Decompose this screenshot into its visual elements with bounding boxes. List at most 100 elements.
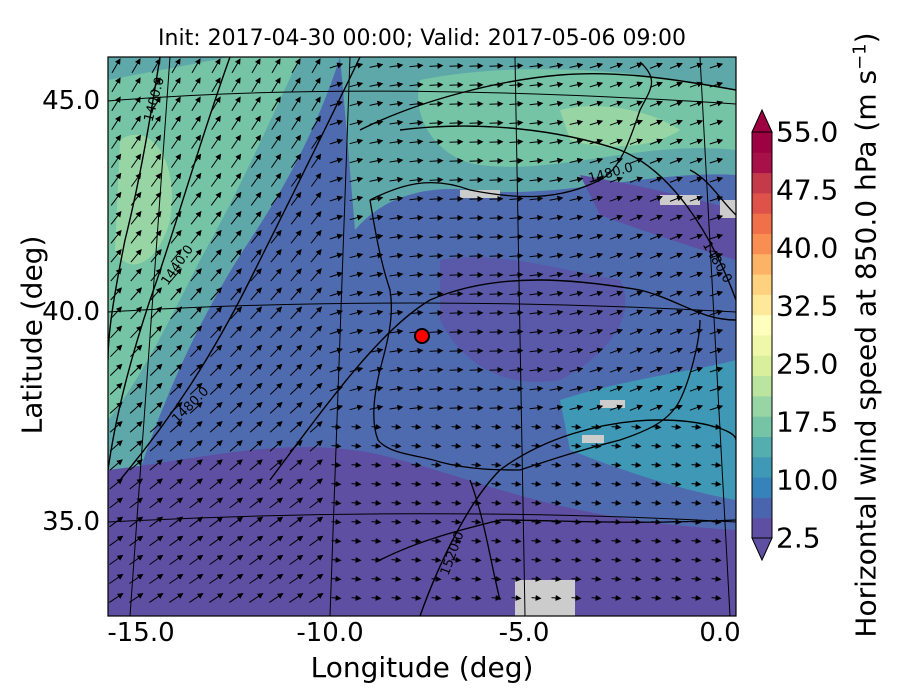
wind-arrow (411, 480, 422, 487)
wind-arrow (709, 195, 724, 202)
wind-arrow (229, 401, 243, 414)
wind-arrow (609, 366, 624, 373)
wind-arrow (449, 271, 464, 278)
wind-arrow (389, 195, 404, 202)
wind-arrow (389, 385, 404, 392)
wind-arrow (149, 459, 163, 471)
wind-arrow (669, 404, 683, 411)
wind-arrow (371, 518, 382, 525)
wind-arrow (509, 214, 524, 221)
wind-arrow (691, 594, 702, 601)
wind-arrow (111, 58, 121, 74)
wind-arrow (429, 385, 444, 392)
wind-arrow (669, 81, 683, 88)
wind-arrow (109, 554, 124, 566)
wind-arrow (251, 58, 261, 74)
wind-arrow (531, 461, 542, 468)
wind-arrow (611, 499, 622, 506)
wind-arrow (609, 157, 624, 164)
wind-arrow (429, 290, 444, 297)
wind-arrow (151, 77, 161, 93)
wind-arrow (291, 134, 302, 149)
wind-arrow (531, 499, 542, 506)
wind-arrow (369, 157, 384, 164)
x-tick-label: -5.0 (498, 618, 550, 648)
wind-arrow (411, 461, 422, 468)
wind-arrow (431, 575, 442, 582)
wind-arrow (669, 62, 683, 69)
wind-arrow (629, 176, 644, 183)
wind-arrow (349, 176, 364, 183)
wind-arrow (169, 535, 184, 547)
wind-arrow (309, 421, 323, 433)
y-tick-label: 40.0 (42, 297, 100, 327)
wind-arrow (269, 421, 283, 433)
wind-arrow (290, 153, 302, 168)
wind-arrow (169, 401, 183, 414)
wind-arrow (329, 328, 344, 335)
wind-arrow (651, 575, 662, 582)
wind-arrow (129, 497, 144, 509)
wind-arrow (349, 328, 364, 335)
wind-arrow (549, 138, 564, 145)
wind-arrow (649, 157, 663, 164)
wind-arrow (310, 153, 322, 168)
colorbar-segment (752, 192, 772, 214)
wind-arrow (629, 385, 644, 392)
wind-arrow (189, 478, 203, 490)
wind-arrow (209, 535, 224, 547)
wind-arrow (629, 119, 644, 126)
wind-arrow (629, 404, 644, 411)
wind-arrow (351, 442, 362, 449)
wind-arrow (611, 575, 622, 582)
wind-arrow (270, 153, 282, 168)
wind-arrow (371, 575, 382, 582)
x-tick-label: -15.0 (107, 618, 175, 648)
wind-arrow (229, 382, 243, 395)
wind-arrow (569, 81, 584, 88)
wind-arrow (309, 554, 324, 566)
wind-arrow (191, 134, 202, 149)
wind-arrow (230, 268, 242, 282)
wind-arrow (389, 214, 404, 221)
wind-arrow (649, 404, 663, 411)
wind-arrow (569, 214, 584, 221)
wind-arrow (649, 100, 663, 107)
wind-arrow (170, 172, 182, 187)
wind-arrow (531, 594, 542, 601)
wind-arrow (351, 537, 362, 544)
wind-arrow (431, 556, 442, 563)
wind-arrow (391, 556, 402, 563)
wind-arrow (309, 478, 323, 490)
x-axis-label: Longitude (deg) (310, 651, 534, 684)
wind-arrow (709, 290, 724, 297)
wind-arrow (509, 404, 524, 411)
wind-arrow (689, 233, 704, 240)
colorbar-tick-label: 10.0 (776, 463, 839, 497)
wind-arrow (289, 459, 303, 471)
wind-arrow (170, 268, 182, 282)
wind-arrow (711, 537, 722, 544)
wind-arrow (149, 401, 163, 414)
wind-arrow (691, 575, 702, 582)
wind-arrow (229, 593, 244, 603)
wind-arrow (689, 138, 704, 145)
wind-arrow (331, 423, 342, 430)
wind-arrow (189, 401, 203, 414)
wind-arrow (290, 210, 302, 225)
wind-arrow (709, 119, 724, 126)
wind-arrow (709, 233, 724, 240)
colorbar-label: Horizontal wind speed at 850.0 hPa (m s−… (849, 32, 883, 638)
wind-arrow (391, 575, 402, 582)
wind-arrow (549, 347, 564, 354)
wind-arrow (331, 594, 342, 601)
wind-arrow (431, 442, 442, 449)
wind-arrow (190, 229, 202, 244)
wind-arrow (290, 306, 303, 320)
wind-arrow (471, 461, 482, 468)
wind-arrow (649, 385, 663, 392)
wind-arrow (369, 309, 384, 316)
wind-arrow (210, 287, 222, 301)
wind-arrow (329, 81, 344, 88)
wind-arrow (589, 176, 604, 183)
